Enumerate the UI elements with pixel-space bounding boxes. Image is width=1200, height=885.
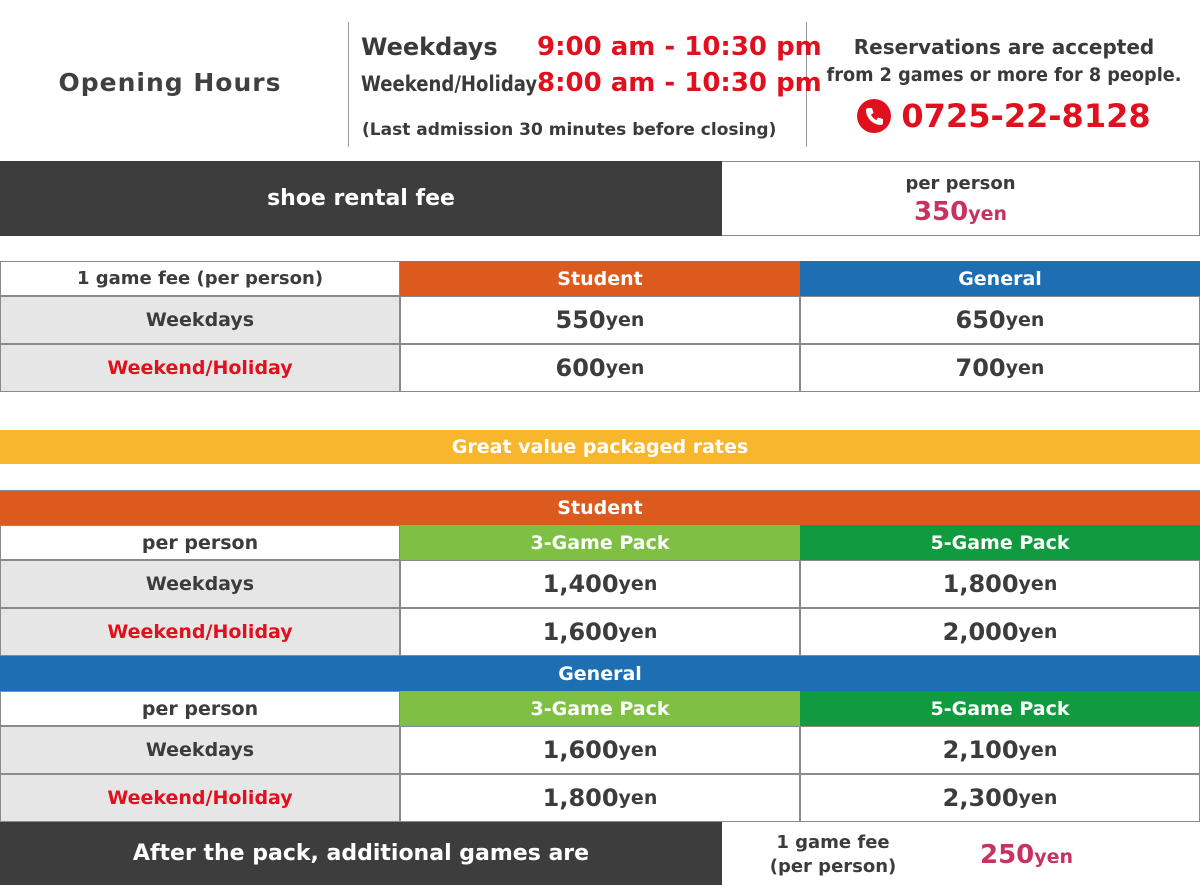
- single-game-header: 1 game fee (per person): [0, 261, 400, 296]
- shoe-price: 350yen: [913, 197, 1008, 227]
- general-package-header: General: [0, 656, 1200, 691]
- single-weekend-general-price: 700 yen: [800, 344, 1200, 392]
- student-weekend-label: Weekend/Holiday: [0, 608, 400, 656]
- student-weekend-5game-price: 2,000 yen: [800, 608, 1200, 656]
- student-weekend-3game-price: 1,600 yen: [400, 608, 800, 656]
- divider-right: [806, 22, 807, 147]
- reservation-line1: Reservations are accepted: [853, 35, 1155, 59]
- phone-icon: [857, 99, 892, 133]
- additional-games-label: After the pack, additional games are: [0, 822, 722, 885]
- single-weekdays-general-price: 650 yen: [800, 296, 1200, 344]
- shoe-rental-price-box: per person 350yen: [722, 161, 1200, 236]
- single-general-header: General: [800, 261, 1200, 296]
- package-banner: Great value packaged rates: [0, 430, 1200, 464]
- general-weekdays-5game-price: 2,100 yen: [800, 726, 1200, 774]
- student-weekdays-3game-price: 1,400 yen: [400, 560, 800, 608]
- opening-hours-title: Opening Hours: [58, 67, 282, 97]
- student-weekdays-label: Weekdays: [0, 560, 400, 608]
- divider-left: [348, 22, 349, 147]
- reservation-line2: from 2 games or more for 8 people.: [826, 64, 1182, 86]
- general-weekdays-3game-price: 1,600 yen: [400, 726, 800, 774]
- student-per-person: per person: [0, 525, 400, 560]
- additional-fee-box: 1 game fee (per person) 250yen: [722, 822, 1200, 885]
- single-weekdays-student-price: 550 yen: [400, 296, 800, 344]
- single-weekend-student-price: 600 yen: [400, 344, 800, 392]
- student-weekdays-5game-price: 1,800 yen: [800, 560, 1200, 608]
- weekdays-hours-time: 9:00 am - 10:30 pm: [537, 32, 822, 62]
- weekdays-hours-label: Weekdays: [361, 33, 498, 61]
- general-per-person: per person: [0, 691, 400, 726]
- student-5game-header: 5-Game Pack: [800, 525, 1200, 560]
- shoe-per-person: per person: [905, 173, 1016, 194]
- general-weekend-3game-price: 1,800 yen: [400, 774, 800, 822]
- shoe-rental-label: shoe rental fee: [0, 161, 722, 236]
- student-3game-header: 3-Game Pack: [400, 525, 800, 560]
- weekend-hours-time: 8:00 am - 10:30 pm: [537, 68, 822, 98]
- single-student-header: Student: [400, 261, 800, 296]
- phone-number[interactable]: 0725-22-8128: [901, 97, 1151, 135]
- general-weekend-label: Weekend/Holiday: [0, 774, 400, 822]
- additional-fee-line2: (per person): [769, 856, 897, 877]
- phone-row[interactable]: 0725-22-8128: [808, 96, 1200, 136]
- general-5game-header: 5-Game Pack: [800, 691, 1200, 726]
- weekend-hours-label: Weekend/Holiday: [361, 72, 538, 96]
- general-weekdays-label: Weekdays: [0, 726, 400, 774]
- single-weekdays-label: Weekdays: [0, 296, 400, 344]
- general-3game-header: 3-Game Pack: [400, 691, 800, 726]
- general-weekend-5game-price: 2,300 yen: [800, 774, 1200, 822]
- additional-fee-line1: 1 game fee: [776, 832, 890, 853]
- last-admission-note: (Last admission 30 minutes before closin…: [362, 120, 777, 140]
- additional-fee-price: 250yen: [980, 840, 1074, 870]
- single-weekend-label: Weekend/Holiday: [0, 344, 400, 392]
- student-package-header: Student: [0, 490, 1200, 525]
